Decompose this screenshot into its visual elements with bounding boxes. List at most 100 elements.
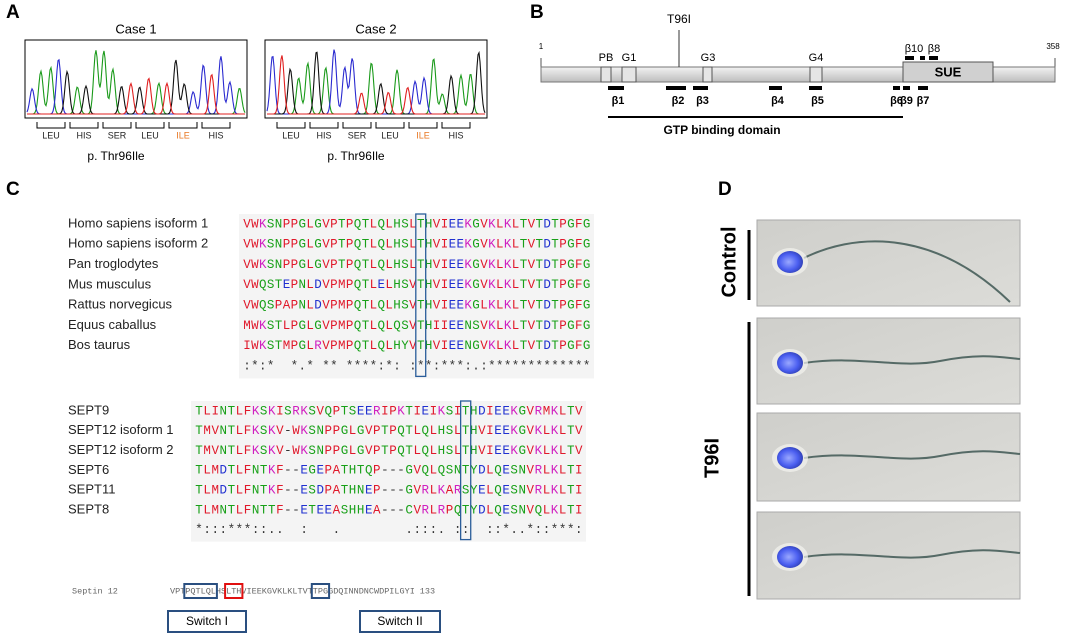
residue: H xyxy=(357,503,365,517)
motif-label: G4 xyxy=(809,52,824,64)
residue: E xyxy=(456,238,464,252)
residue: T xyxy=(228,483,236,497)
residue: T xyxy=(417,319,425,333)
residue: D xyxy=(543,278,551,292)
residue: P xyxy=(346,339,354,353)
strand xyxy=(929,56,938,60)
residue: S xyxy=(446,404,454,418)
residue: Q xyxy=(494,483,502,497)
residue: L xyxy=(236,404,244,418)
residue: - xyxy=(397,483,405,497)
strand xyxy=(693,86,708,90)
residue: M xyxy=(211,464,219,478)
residue: L xyxy=(512,278,520,292)
sperm-head xyxy=(777,447,803,469)
residue: V xyxy=(409,298,417,312)
consensus: . xyxy=(438,523,446,537)
residue: S xyxy=(267,339,275,353)
residue: K xyxy=(535,444,543,458)
codon-label: HIS xyxy=(448,130,463,140)
species-name: SEPT8 xyxy=(68,501,109,516)
consensus: * xyxy=(504,359,512,373)
residue: G xyxy=(583,238,591,252)
residue: P xyxy=(283,238,291,252)
residue: L xyxy=(543,464,551,478)
residue: P xyxy=(325,464,333,478)
consensus: * xyxy=(370,359,378,373)
trace xyxy=(27,59,245,115)
consensus: * xyxy=(535,359,543,373)
residue: K xyxy=(259,238,267,252)
residue: S xyxy=(267,258,275,272)
residue: A xyxy=(373,503,381,517)
residue: K xyxy=(300,404,308,418)
residue: P xyxy=(559,298,567,312)
residue: D xyxy=(543,258,551,272)
residue: E xyxy=(449,339,457,353)
residue: T xyxy=(308,503,316,517)
residue: - xyxy=(284,424,292,438)
residue: E xyxy=(456,278,464,292)
residue: V xyxy=(527,464,535,478)
residue: T xyxy=(228,503,236,517)
residue: E xyxy=(300,464,308,478)
motif-box xyxy=(809,66,823,83)
residue: H xyxy=(425,319,433,333)
residue: G xyxy=(472,258,480,272)
residue: V xyxy=(528,238,536,252)
residue: D xyxy=(543,298,551,312)
residue: E xyxy=(502,444,510,458)
residue: T xyxy=(535,258,543,272)
residue: T xyxy=(275,319,283,333)
residue: F xyxy=(276,503,284,517)
strand-label: β8 xyxy=(928,43,940,55)
residue: K xyxy=(300,424,308,438)
strand xyxy=(608,86,624,90)
sperm-tail xyxy=(803,450,1021,460)
residue: V xyxy=(409,278,417,292)
residue: G xyxy=(472,238,480,252)
residue: L xyxy=(370,258,378,272)
residue: F xyxy=(575,217,583,231)
motif-box xyxy=(600,66,612,83)
residue: T xyxy=(362,217,370,231)
residue: Q xyxy=(397,424,405,438)
residue: M xyxy=(338,319,346,333)
residue: E xyxy=(449,217,457,231)
residue: I xyxy=(441,258,449,272)
residue: T xyxy=(551,278,559,292)
residue: I xyxy=(276,404,284,418)
residue: V xyxy=(365,444,373,458)
residue: T xyxy=(417,217,425,231)
residue: L xyxy=(486,483,494,497)
residue: K xyxy=(551,444,559,458)
residue: L xyxy=(385,298,393,312)
residue: Y xyxy=(470,483,478,497)
residue: T xyxy=(362,238,370,252)
residue: V xyxy=(243,278,251,292)
residue: L xyxy=(430,424,438,438)
residue: W xyxy=(251,258,259,272)
domain-label: GTP binding domain xyxy=(663,123,780,137)
strand-label: β4 xyxy=(771,95,785,107)
residue: K xyxy=(504,298,512,312)
residue: I xyxy=(441,238,449,252)
residue: G xyxy=(583,298,591,312)
consensus: : xyxy=(211,523,219,537)
residue: I xyxy=(413,404,421,418)
residue: F xyxy=(244,483,252,497)
residue: R xyxy=(535,483,543,497)
residue: Q xyxy=(377,258,385,272)
residue: L xyxy=(430,503,438,517)
residue: L xyxy=(480,298,488,312)
residue: T xyxy=(260,503,268,517)
residue: S xyxy=(401,238,409,252)
residue: T xyxy=(551,319,559,333)
consensus: * xyxy=(354,359,362,373)
consensus: : xyxy=(409,359,417,373)
mutation-label: p. Thr96Ile xyxy=(327,149,384,163)
residue: T xyxy=(520,258,528,272)
residue: L xyxy=(385,319,393,333)
residue: L xyxy=(559,424,567,438)
residue: P xyxy=(346,298,354,312)
